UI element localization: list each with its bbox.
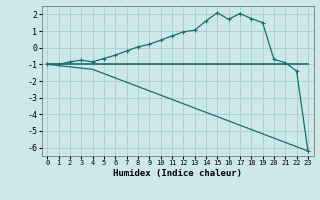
X-axis label: Humidex (Indice chaleur): Humidex (Indice chaleur) (113, 169, 242, 178)
